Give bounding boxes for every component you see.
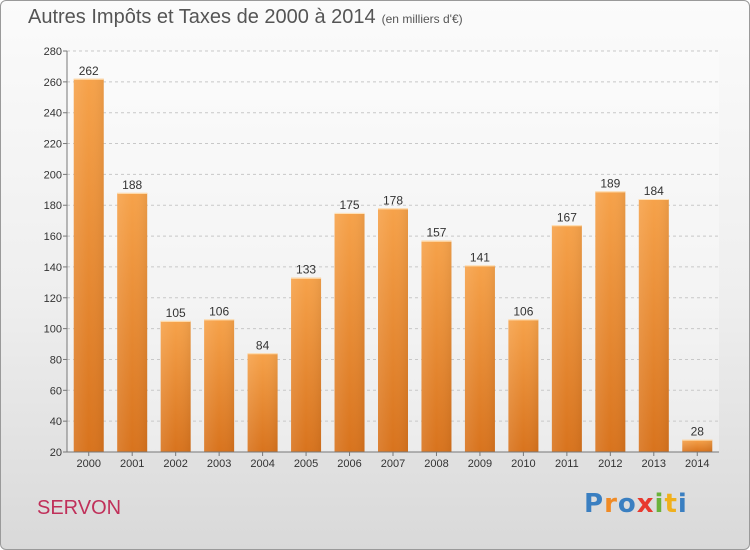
x-tick-label: 2002 <box>163 458 187 470</box>
bar-shine <box>291 277 322 452</box>
chart-subtitle: (en milliers d'€) <box>381 12 463 26</box>
logo-letter: x <box>636 489 655 519</box>
x-tick-label: 2010 <box>511 458 535 470</box>
bar-shine <box>682 439 713 452</box>
bar-shine <box>160 320 191 452</box>
value-label: 106 <box>209 304 229 318</box>
logo-letter: i <box>654 489 665 519</box>
y-tick-label: 220 <box>44 139 62 151</box>
y-tick-label: 100 <box>44 324 62 336</box>
chart-title-text: Autres Impôts et Taxes de 2000 à 2014 <box>28 6 376 28</box>
y-tick-label: 260 <box>44 77 62 89</box>
y-tick-label: 180 <box>44 200 62 212</box>
x-tick-label: 2013 <box>642 458 666 470</box>
bar-shine <box>508 319 539 452</box>
bar-shine <box>247 353 278 452</box>
x-tick-label: 2009 <box>468 458 492 470</box>
x-tick-label: 2007 <box>381 458 405 470</box>
value-label: 141 <box>470 250 490 264</box>
x-tick-label: 2006 <box>337 458 361 470</box>
bar-shine <box>595 191 626 452</box>
y-tick-label: 240 <box>44 108 62 120</box>
bar-shine <box>204 319 235 452</box>
value-label: 84 <box>256 338 270 352</box>
bar-shine <box>638 199 669 452</box>
bar-shine <box>334 212 365 452</box>
value-label: 178 <box>383 193 403 207</box>
bar-shine <box>378 208 408 452</box>
chart-title: Autres Impôts et Taxes de 2000 à 2014 (en… <box>28 6 463 29</box>
value-label: 133 <box>296 263 316 277</box>
value-label: 184 <box>644 184 664 198</box>
y-tick-label: 120 <box>44 293 62 305</box>
value-label: 189 <box>600 176 620 190</box>
bar-shine <box>464 265 495 452</box>
bar-shine <box>117 192 148 452</box>
value-label: 105 <box>166 306 186 320</box>
value-label: 157 <box>426 226 446 240</box>
value-labels: 262 188 105 106 84 133 175 178 157 141 106 167 189 18… <box>79 64 705 439</box>
logo-letter: o <box>617 489 637 519</box>
y-tick-labels: 20 40 60 80 100 120 140 160 180 200 220 240 260 280 <box>44 46 62 459</box>
y-tick-label: 200 <box>44 169 62 181</box>
x-tick-label: 2012 <box>598 458 622 470</box>
logo-letter: r <box>604 489 618 519</box>
bar-shine <box>73 78 104 452</box>
logo-letter: P <box>584 489 605 519</box>
x-tick-labels: 2000 2001 2002 2003 2004 2005 2006 2007 2008 2009… <box>76 452 710 470</box>
x-tick-label: 2001 <box>120 458 144 470</box>
bar-shine <box>551 225 582 452</box>
x-tick-label: 2000 <box>76 458 100 470</box>
logo-letter: t <box>664 489 678 519</box>
bar-shine <box>421 240 452 452</box>
value-label: 167 <box>557 210 577 224</box>
x-tick-label: 2011 <box>555 458 579 470</box>
y-tick-label: 20 <box>50 447 62 459</box>
value-label: 188 <box>122 178 142 192</box>
value-label: 106 <box>513 304 533 318</box>
x-tick-label: 2005 <box>294 458 318 470</box>
x-tick-label: 2008 <box>424 458 448 470</box>
commune-name: SERVON <box>37 497 122 519</box>
proxiti-logo: Proxiti <box>584 489 688 519</box>
value-label: 28 <box>691 425 705 439</box>
value-label: 175 <box>340 198 360 212</box>
x-tick-label: 2003 <box>207 458 231 470</box>
value-label: 262 <box>79 64 99 78</box>
y-tick-label: 140 <box>44 262 62 274</box>
bars <box>73 78 713 452</box>
y-tick-label: 40 <box>50 416 62 428</box>
y-tick-label: 60 <box>50 385 62 397</box>
y-tick-label: 280 <box>44 46 62 58</box>
x-tick-label: 2014 <box>685 458 709 470</box>
x-tick-label: 2004 <box>250 458 274 470</box>
logo-letter: i <box>677 489 688 519</box>
y-tick-label: 160 <box>44 231 62 243</box>
y-tick-label: 80 <box>50 354 62 366</box>
